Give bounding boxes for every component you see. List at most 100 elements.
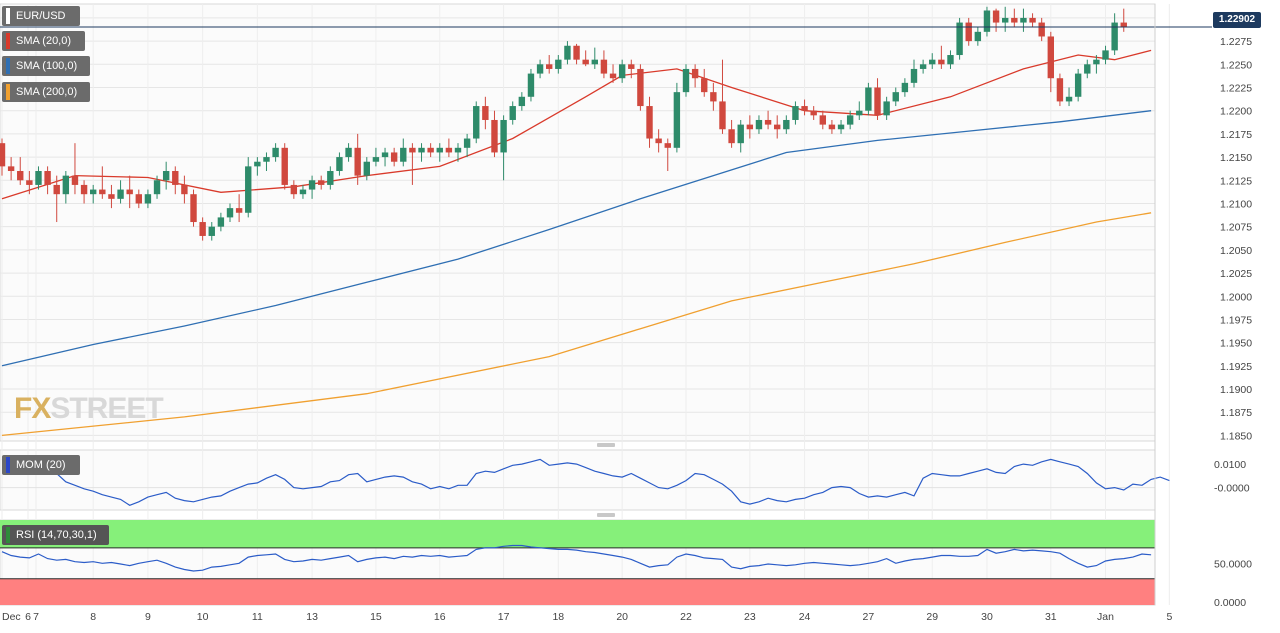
candle[interactable] [646,96,653,148]
rsi-resize-handle[interactable] [597,513,615,517]
candle[interactable] [947,50,954,69]
candle[interactable] [190,189,197,227]
candle[interactable] [929,53,936,69]
candle[interactable] [518,92,526,111]
candle[interactable] [883,96,890,120]
candle[interactable] [381,147,389,167]
candle[interactable] [445,138,453,158]
candle[interactable] [837,119,845,134]
candle[interactable] [527,68,535,102]
candle[interactable] [600,50,608,79]
candle[interactable] [336,152,343,176]
candle[interactable] [363,157,370,181]
candle[interactable] [774,115,781,139]
candle[interactable] [865,82,872,116]
candle[interactable] [719,59,726,134]
legend-sma100[interactable]: SMA (100,0) [2,56,90,76]
candle[interactable] [199,217,206,241]
candle[interactable] [53,175,60,223]
candle[interactable] [1065,87,1073,107]
candle[interactable] [1029,13,1036,28]
candle[interactable] [1002,6,1009,32]
candle[interactable] [44,166,51,195]
candle[interactable] [0,138,6,176]
candle[interactable] [1038,17,1045,42]
candle[interactable] [35,166,42,190]
candle[interactable] [454,143,462,162]
legend-sma20[interactable]: SMA (20,0) [2,31,85,51]
momentum-resize-handle[interactable] [597,443,615,447]
candle[interactable] [345,143,352,162]
candle[interactable] [144,189,152,209]
candle[interactable] [327,166,334,190]
candle[interactable] [135,189,142,209]
candle[interactable] [965,17,972,46]
candle[interactable] [217,212,225,232]
candle[interactable] [1084,59,1091,79]
candle[interactable] [245,157,252,218]
candle[interactable] [764,110,772,130]
candle[interactable] [482,96,489,130]
candle[interactable] [801,99,808,116]
candle[interactable] [500,115,507,181]
candle[interactable] [673,82,681,153]
candle[interactable] [618,59,626,83]
candle[interactable] [281,143,288,190]
candle[interactable] [1020,8,1027,32]
candle[interactable] [664,138,671,172]
candle[interactable] [992,8,1000,32]
candle[interactable] [536,59,544,79]
candle[interactable] [162,161,170,190]
candle[interactable] [755,115,763,134]
legend-sma200[interactable]: SMA (200,0) [2,82,90,102]
candle[interactable] [427,143,434,158]
candle[interactable] [1047,31,1054,93]
candle[interactable] [628,59,635,79]
candle[interactable] [473,101,480,144]
candle[interactable] [910,59,918,88]
candle[interactable] [974,27,982,46]
candle[interactable] [901,78,909,97]
legend-mom[interactable]: MOM (20) [2,455,80,475]
candle[interactable] [26,171,33,195]
candle[interactable] [591,47,598,69]
candle[interactable] [272,143,279,162]
candle[interactable] [691,64,699,88]
candle[interactable] [1111,13,1118,56]
candle[interactable] [983,6,991,37]
candle[interactable] [299,184,307,199]
candle[interactable] [108,184,115,209]
candle[interactable] [828,119,836,134]
candle[interactable] [938,45,945,69]
candle[interactable] [71,143,79,195]
candle[interactable] [956,17,963,60]
candle[interactable] [637,64,644,111]
candle[interactable] [710,82,717,111]
candle[interactable] [509,101,516,125]
candle[interactable] [1011,8,1018,28]
legend-rsi[interactable]: RSI (14,70,30,1) [2,525,109,545]
candle[interactable] [810,106,817,120]
candle[interactable] [564,41,571,65]
candle[interactable] [7,157,15,181]
candle[interactable] [463,133,471,158]
candle[interactable] [582,50,589,67]
candle[interactable] [792,101,799,125]
candle[interactable] [555,55,562,74]
candle[interactable] [153,175,161,199]
candle[interactable] [728,119,735,148]
candle[interactable] [126,175,133,209]
candle[interactable] [418,143,425,162]
candle[interactable] [181,175,188,204]
candle[interactable] [235,194,243,223]
candle[interactable] [400,138,407,167]
candle[interactable] [390,147,398,167]
candle[interactable] [409,143,416,185]
candle[interactable] [318,175,325,190]
candle[interactable] [263,152,270,172]
candle[interactable] [308,175,316,199]
candle[interactable] [819,110,826,130]
candle[interactable] [354,133,361,185]
candle[interactable] [99,166,106,199]
candle[interactable] [80,180,88,204]
